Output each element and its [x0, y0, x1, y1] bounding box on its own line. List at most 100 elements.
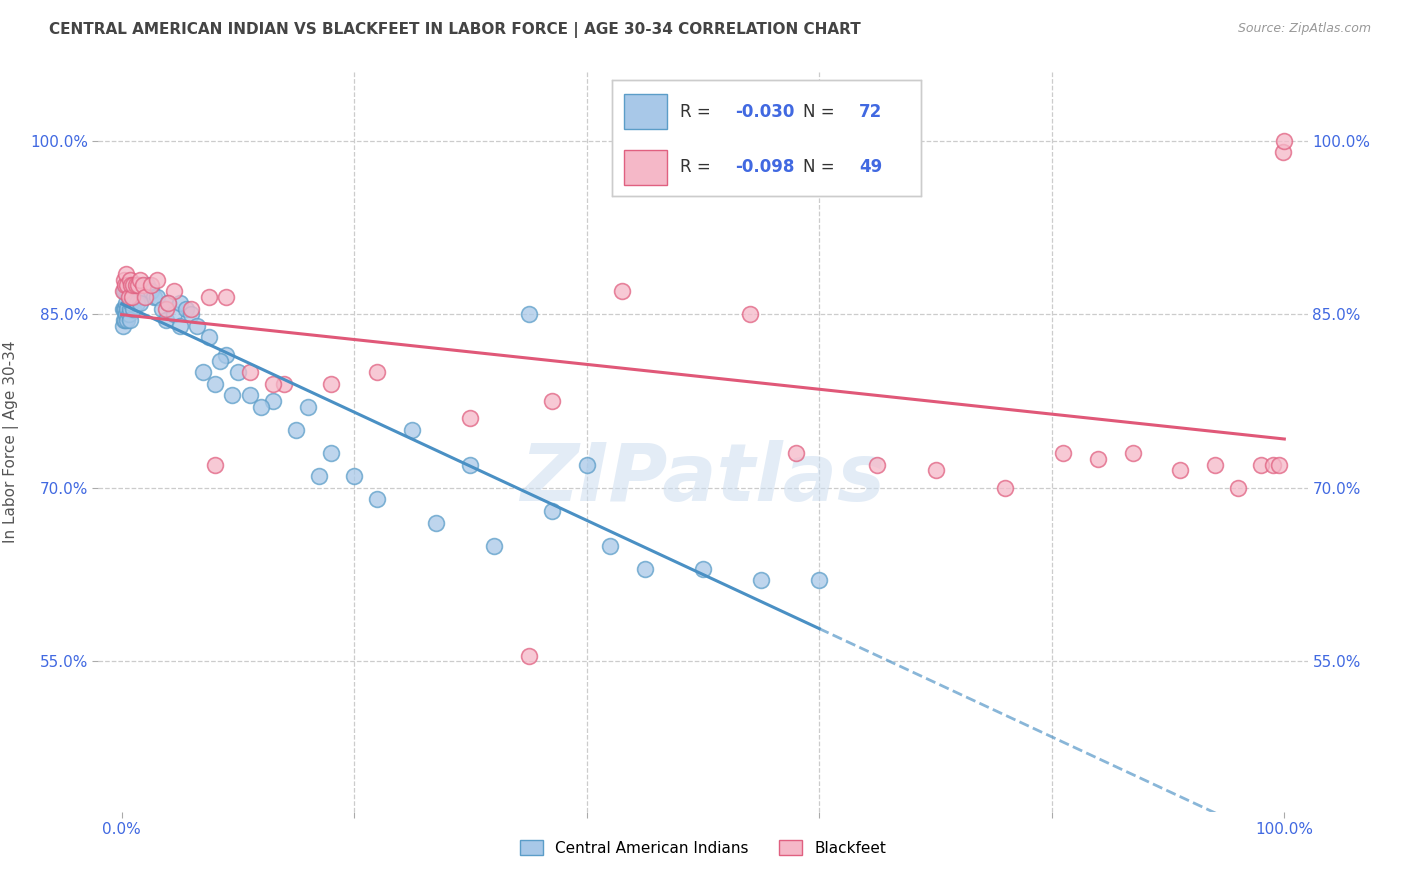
- Point: [122, 301, 145, 316]
- Point: [308, 469, 330, 483]
- Point: [117, 278, 139, 293]
- Point: [120, 278, 142, 293]
- Point: [111, 318, 134, 333]
- Point: [120, 295, 142, 310]
- Point: [163, 284, 186, 298]
- Point: [112, 284, 135, 298]
- Point: [124, 290, 146, 304]
- Text: CENTRAL AMERICAN INDIAN VS BLACKFEET IN LABOR FORCE | AGE 30-34 CORRELATION CHAR: CENTRAL AMERICAN INDIAN VS BLACKFEET IN …: [49, 22, 860, 38]
- Point: [111, 301, 134, 316]
- Point: [634, 562, 657, 576]
- Point: [131, 290, 153, 304]
- Point: [111, 284, 134, 298]
- Point: [157, 295, 180, 310]
- Point: [118, 301, 141, 316]
- Point: [319, 446, 342, 460]
- Point: [145, 290, 167, 304]
- Point: [297, 400, 319, 414]
- Point: [273, 376, 295, 391]
- Point: [114, 284, 136, 298]
- Text: ZIPatlas: ZIPatlas: [520, 440, 886, 517]
- Text: 72: 72: [859, 103, 883, 120]
- Point: [180, 301, 202, 316]
- FancyBboxPatch shape: [624, 95, 668, 129]
- Point: [215, 348, 238, 362]
- Point: [1204, 458, 1226, 472]
- Point: [122, 284, 145, 298]
- Point: [124, 278, 146, 293]
- Point: [460, 411, 482, 425]
- Point: [163, 307, 186, 321]
- Point: [118, 313, 141, 327]
- Point: [866, 458, 889, 472]
- Text: -0.098: -0.098: [735, 158, 794, 177]
- Text: 49: 49: [859, 158, 883, 177]
- Point: [124, 278, 146, 293]
- FancyBboxPatch shape: [624, 150, 668, 185]
- Point: [134, 284, 156, 298]
- Point: [136, 278, 159, 293]
- Point: [117, 284, 139, 298]
- Point: [366, 365, 388, 379]
- Point: [924, 463, 946, 477]
- Point: [239, 388, 262, 402]
- Point: [1250, 458, 1272, 472]
- Point: [117, 301, 139, 316]
- Point: [226, 365, 249, 379]
- Point: [128, 290, 150, 304]
- Point: [540, 504, 562, 518]
- Point: [198, 330, 221, 344]
- Point: [125, 295, 148, 310]
- Point: [209, 353, 232, 368]
- Point: [575, 458, 598, 472]
- Point: [169, 318, 191, 333]
- Point: [285, 423, 308, 437]
- Point: [366, 492, 388, 507]
- Point: [517, 307, 540, 321]
- Point: [120, 284, 142, 298]
- Point: [808, 574, 831, 588]
- Point: [460, 458, 482, 472]
- Point: [121, 284, 143, 298]
- Point: [610, 284, 633, 298]
- Point: [749, 574, 772, 588]
- Point: [204, 376, 226, 391]
- Text: -0.030: -0.030: [735, 103, 794, 120]
- Y-axis label: In Labor Force | Age 30-34: In Labor Force | Age 30-34: [3, 340, 18, 543]
- Point: [155, 301, 177, 316]
- Point: [1087, 451, 1109, 466]
- Legend: Central American Indians, Blackfeet: Central American Indians, Blackfeet: [512, 832, 894, 863]
- Point: [215, 290, 238, 304]
- Point: [127, 278, 149, 293]
- Point: [118, 272, 141, 286]
- Point: [129, 284, 152, 298]
- Point: [118, 290, 141, 304]
- Point: [114, 278, 136, 293]
- Point: [1168, 463, 1191, 477]
- Point: [114, 301, 136, 316]
- Point: [115, 307, 138, 321]
- Point: [157, 295, 180, 310]
- Point: [129, 295, 152, 310]
- Point: [145, 272, 167, 286]
- Point: [1267, 458, 1289, 472]
- Point: [186, 318, 208, 333]
- Point: [250, 400, 273, 414]
- Point: [401, 423, 423, 437]
- Point: [174, 301, 197, 316]
- Text: N =: N =: [803, 158, 841, 177]
- Point: [1122, 446, 1144, 460]
- Text: Source: ZipAtlas.com: Source: ZipAtlas.com: [1237, 22, 1371, 36]
- Point: [198, 290, 221, 304]
- Point: [112, 313, 135, 327]
- Point: [1261, 458, 1284, 472]
- Text: R =: R =: [679, 158, 716, 177]
- Text: R =: R =: [679, 103, 716, 120]
- Point: [118, 290, 141, 304]
- Point: [785, 446, 807, 460]
- Point: [204, 458, 226, 472]
- Point: [692, 562, 714, 576]
- Point: [115, 267, 138, 281]
- Point: [482, 539, 505, 553]
- Point: [319, 376, 342, 391]
